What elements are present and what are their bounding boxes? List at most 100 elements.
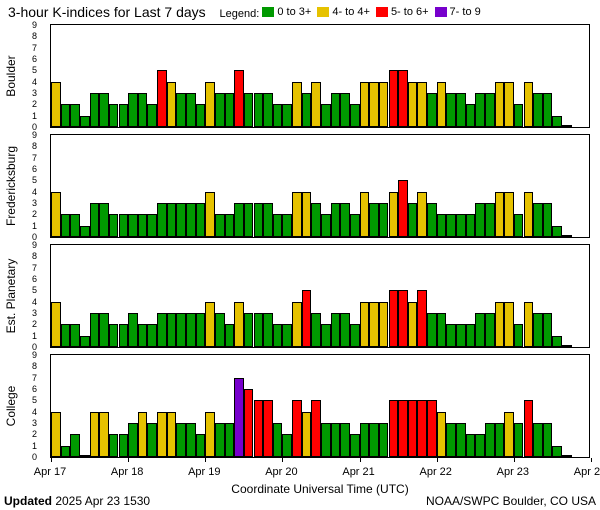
bar [331, 203, 341, 237]
bar [437, 82, 447, 127]
bar [321, 423, 331, 457]
bar [562, 235, 572, 237]
bar [254, 313, 264, 347]
legend-text: 7- to 9 [450, 6, 481, 18]
bars [51, 25, 589, 127]
bar [408, 82, 418, 127]
bar [51, 412, 61, 457]
bar [524, 82, 534, 127]
bar [292, 400, 302, 457]
bar [543, 313, 553, 347]
bar [408, 302, 418, 347]
legend-item: 5- to 6+ [376, 6, 429, 18]
bar [196, 104, 206, 127]
legend-item: 7- to 9 [435, 6, 481, 18]
bar [273, 214, 283, 237]
bar [234, 203, 244, 237]
bar [360, 302, 370, 347]
bar [244, 313, 254, 347]
bar [331, 313, 341, 347]
legend-swatch [376, 7, 388, 17]
bar [282, 214, 292, 237]
bar [119, 104, 129, 127]
bar [186, 93, 196, 127]
bar [475, 313, 485, 347]
bar [533, 423, 543, 457]
bar [504, 302, 514, 347]
x-tick: Apr 21 [342, 466, 374, 478]
bar [437, 412, 447, 457]
bar [90, 93, 100, 127]
panel-ylabel: College [4, 386, 18, 427]
bar [524, 192, 534, 237]
legend-label: Legend: [220, 8, 260, 20]
bar [398, 180, 408, 237]
x-tick: Apr 24 [574, 466, 600, 478]
bar [495, 423, 505, 457]
bar [446, 324, 456, 347]
bar [254, 400, 264, 457]
bar [350, 214, 360, 237]
bar [167, 412, 177, 457]
bar [485, 93, 495, 127]
bar [119, 434, 129, 457]
bar [456, 324, 466, 347]
bar [167, 313, 177, 347]
bar [138, 93, 148, 127]
bar [90, 203, 100, 237]
bar [109, 104, 119, 127]
bar [157, 412, 167, 457]
bar [196, 434, 206, 457]
legend-swatch [435, 7, 447, 17]
bar [292, 192, 302, 237]
bar [263, 93, 273, 127]
bar [475, 93, 485, 127]
bar [543, 93, 553, 127]
bar [562, 125, 572, 127]
bar [398, 290, 408, 347]
bar [485, 313, 495, 347]
legend-text: 0 to 3+ [277, 6, 311, 18]
bar [514, 104, 524, 127]
bar [408, 400, 418, 457]
bar [456, 423, 466, 457]
bar [379, 203, 389, 237]
bar [514, 423, 524, 457]
bar [176, 93, 186, 127]
bar [446, 423, 456, 457]
bar [128, 214, 138, 237]
bar [340, 313, 350, 347]
panel-fredericksburg: Fredericksburg0123456789 [50, 134, 590, 238]
bar [552, 336, 562, 347]
bar [51, 82, 61, 127]
legend-item: 4- to 4+ [317, 6, 370, 18]
panel-ylabel: Fredericksburg [4, 146, 18, 226]
bar [186, 423, 196, 457]
bar [350, 104, 360, 127]
legend-swatch [262, 7, 274, 17]
bars [51, 135, 589, 237]
x-tick: Apr 17 [34, 466, 66, 478]
bar [70, 214, 80, 237]
x-tick: Apr 19 [188, 466, 220, 478]
bar [379, 82, 389, 127]
bar [504, 412, 514, 457]
bar [109, 324, 119, 347]
bar [389, 192, 399, 237]
bar [196, 203, 206, 237]
bar [321, 104, 331, 127]
bar [417, 400, 427, 457]
bar [524, 302, 534, 347]
bar [99, 203, 109, 237]
bar [466, 214, 476, 237]
bar [234, 70, 244, 127]
bar [215, 313, 225, 347]
bar [495, 302, 505, 347]
bar [533, 203, 543, 237]
bar [128, 423, 138, 457]
bar [273, 423, 283, 457]
panels-area: Boulder0123456789Fredericksburg012345678… [50, 24, 590, 464]
bar [225, 93, 235, 127]
bar [456, 93, 466, 127]
bar [475, 203, 485, 237]
